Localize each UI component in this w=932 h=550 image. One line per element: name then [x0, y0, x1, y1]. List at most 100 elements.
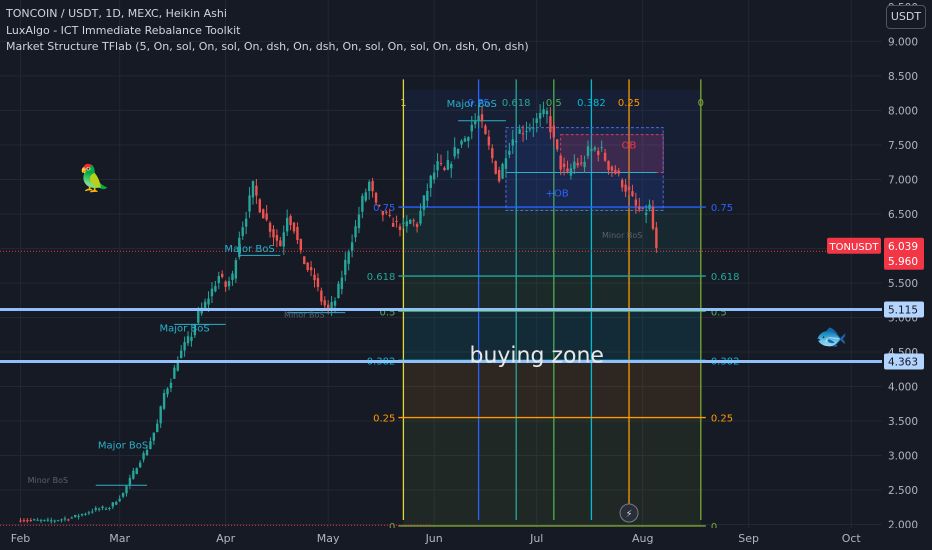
- candle-body: [426, 190, 429, 201]
- candle-body: [145, 450, 149, 456]
- candle-body: [101, 506, 104, 508]
- candle-body: [538, 112, 542, 119]
- fib-band: [403, 360, 701, 418]
- candle-body: [162, 392, 166, 409]
- candle-body: [354, 226, 357, 238]
- candle-body: [244, 218, 248, 227]
- price-close-value: 5.960: [888, 256, 918, 268]
- candle-body: [378, 204, 381, 206]
- candle-body: [477, 115, 480, 121]
- structure-label: Major BoS: [224, 244, 274, 255]
- candle-body: [111, 502, 115, 507]
- lightning-icon: ⚡: [619, 503, 639, 523]
- candle-body: [279, 240, 282, 247]
- price-tag-label: 4.363: [888, 356, 918, 368]
- candle-body: [156, 423, 159, 433]
- candle-body: [207, 298, 210, 305]
- fib-time-label: 0: [698, 98, 704, 109]
- candle-body: [152, 432, 156, 441]
- candle-body: [197, 310, 200, 323]
- price-tick-label: 7.500: [888, 140, 918, 152]
- fib-level-left-label: 0: [389, 522, 395, 533]
- candle-body: [32, 519, 36, 521]
- candle-body: [333, 300, 337, 306]
- candle-body: [491, 148, 494, 159]
- candle-body: [118, 498, 121, 502]
- time-tick-label: Aug: [632, 532, 653, 545]
- fish-icon: 🐟: [815, 322, 848, 352]
- candle-body: [121, 492, 125, 497]
- candle-body: [210, 288, 214, 297]
- candle-body: [323, 300, 326, 306]
- candle-body: [91, 511, 94, 513]
- candle-body: [357, 214, 361, 229]
- candle-body: [385, 211, 388, 213]
- candle-body: [497, 169, 501, 182]
- indicator-legend-luxalgo[interactable]: LuxAlgo - ICT Immediate Rebalance Toolki…: [6, 24, 241, 37]
- candle-body: [412, 220, 415, 222]
- candle-body: [142, 453, 145, 460]
- candle-body: [60, 519, 63, 521]
- candle-body: [268, 222, 272, 232]
- candle-body: [224, 281, 227, 287]
- candle-body: [432, 172, 436, 180]
- candle-body: [562, 163, 566, 167]
- candle-body: [586, 146, 590, 156]
- candle-body: [67, 519, 70, 521]
- indicator-legend-market-structure[interactable]: Market Structure TFlab (5, On, sol, On, …: [6, 40, 529, 53]
- candle-body: [569, 168, 573, 176]
- candle-body: [186, 336, 190, 344]
- fib-level-left-label: 0.25: [373, 414, 395, 425]
- candle-body: [227, 281, 231, 287]
- chart-title: TONCOIN / USDT, 1D, MEXC, Heikin Ashi: [6, 7, 227, 20]
- grid-lines: [0, 0, 882, 528]
- candle-body: [255, 185, 258, 196]
- candle-body: [159, 406, 162, 424]
- candle-body: [603, 152, 607, 161]
- candle-body: [439, 163, 443, 165]
- candle-body: [634, 199, 638, 206]
- price-tick-label: 2.500: [888, 485, 918, 497]
- structure-labels: Major BoS Major BoS Major BoS Major BoS Mino…: [28, 99, 643, 485]
- candle-body: [388, 214, 391, 216]
- candle-body: [238, 237, 241, 257]
- price-tick-label: 3.000: [888, 451, 918, 463]
- fib-retracement-bands: [403, 89, 701, 526]
- price-tag-bg: [884, 353, 924, 370]
- candle-body: [50, 520, 53, 522]
- candle-body: [326, 304, 330, 310]
- candle-body: [183, 342, 186, 351]
- lightning-circle: [619, 503, 639, 523]
- candle-body: [337, 283, 340, 299]
- fib-level-right-label: 0.75: [711, 203, 733, 214]
- candle-body: [559, 155, 562, 170]
- candle-body: [549, 116, 552, 133]
- price-tick-label: 5.500: [888, 278, 918, 290]
- candle-body: [641, 207, 644, 209]
- candle-body: [470, 124, 473, 132]
- candle-body: [275, 235, 279, 241]
- candle-body: [289, 216, 292, 226]
- candle-body: [624, 184, 627, 192]
- candle-body: [552, 125, 556, 138]
- fib-level-left-label: 0.618: [367, 272, 396, 283]
- candle-body: [460, 140, 463, 145]
- candle-body: [456, 148, 460, 154]
- price-tick-label: 7.000: [888, 174, 918, 186]
- fib-level-right-label: 0.25: [711, 414, 733, 425]
- structure-label: Minor BoS: [602, 231, 642, 240]
- candle-body: [600, 147, 603, 149]
- symbol-tag-bg: [827, 237, 881, 254]
- candle-body: [214, 285, 217, 292]
- candle-body: [487, 136, 491, 146]
- candle-body: [193, 325, 197, 336]
- candle-body: [149, 441, 152, 449]
- candle-body: [56, 520, 60, 522]
- currency-button[interactable]: USDT: [886, 5, 926, 29]
- candle-body: [542, 109, 545, 115]
- candle-body: [80, 514, 84, 516]
- candle-body: [125, 486, 128, 494]
- candle-body: [262, 209, 265, 219]
